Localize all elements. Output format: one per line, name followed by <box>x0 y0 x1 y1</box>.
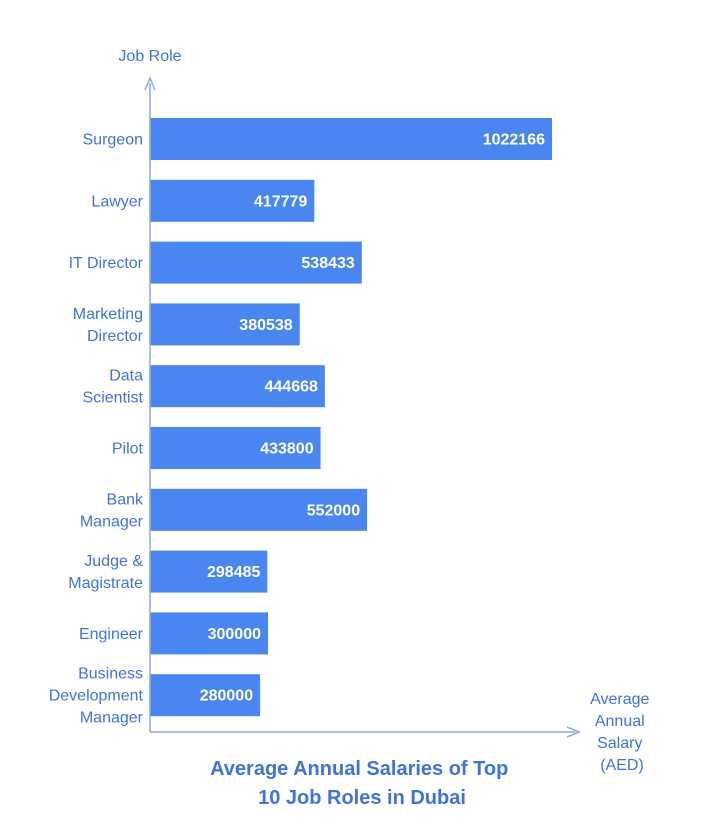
bar-value-label: 280000 <box>200 688 253 705</box>
bar-value-label: 300000 <box>208 626 261 643</box>
category-label-line: Pilot <box>112 441 144 458</box>
bar <box>150 550 268 593</box>
y-axis-label: Job Role <box>118 48 181 65</box>
bar-value-label: 433800 <box>260 441 313 458</box>
x-axis-label-line: Annual <box>595 713 645 730</box>
chart-title: Average Annual Salaries of Top 10 Job Ro… <box>210 758 514 809</box>
bar-value-label: 538433 <box>301 255 354 272</box>
category-label: Business Development Manager <box>49 666 144 727</box>
category-label-line: IT Director <box>69 255 144 272</box>
bar-value-label: 417779 <box>254 193 307 210</box>
bar <box>150 612 268 655</box>
category-label-line: Surgeon <box>83 132 144 149</box>
chart-title-line: Average Annual Salaries of Top <box>210 758 508 780</box>
bar-value-label: 1022166 <box>483 132 545 149</box>
category-label: Data Scientist <box>83 368 144 407</box>
category-label-line: Marketing <box>73 306 143 323</box>
category-label-line: Director <box>87 328 144 345</box>
category-label-line: Data <box>109 368 143 385</box>
category-label-line: Business <box>78 666 143 683</box>
category-label-line: Manager <box>80 710 144 727</box>
bar <box>150 674 261 717</box>
chart-title-line: 10 Job Roles in Dubai <box>258 787 466 809</box>
x-axis-label: Average Annual Salary (AED) <box>590 691 654 774</box>
category-labels-layer: Surgeon Lawyer IT Director Marketing Directo… <box>49 132 144 727</box>
bar <box>150 303 300 346</box>
bar-value-label: 380538 <box>239 317 292 334</box>
category-label: IT Director <box>69 255 144 272</box>
bars-layer: 1022166 417779 538433 380538 444668 433800 552… <box>150 118 552 717</box>
y-axis-arrow <box>144 76 156 91</box>
category-label: Bank Manager <box>80 491 144 530</box>
x-axis-label-line: Average <box>590 691 649 708</box>
bar <box>150 118 552 160</box>
category-label-line: Development <box>49 688 144 705</box>
bar-value-label: 444668 <box>265 379 318 396</box>
x-axis-label-line: Salary <box>597 735 642 752</box>
bar-value-label: 552000 <box>307 502 360 519</box>
category-label-line: Lawyer <box>91 193 143 210</box>
bar <box>150 241 362 284</box>
bar <box>150 179 315 222</box>
bar <box>150 365 325 408</box>
category-label-line: Manager <box>80 513 144 530</box>
bar <box>150 427 321 469</box>
category-label: Marketing Director <box>73 306 144 345</box>
x-axis-label-line: (AED) <box>600 757 644 774</box>
x-axis-arrow <box>566 726 581 738</box>
category-label: Judge & Magistrate <box>68 553 143 592</box>
bar <box>150 488 368 531</box>
category-label: Engineer <box>79 626 144 643</box>
category-label: Lawyer <box>91 193 143 210</box>
category-label-line: Scientist <box>83 390 144 407</box>
category-label-line: Judge & <box>84 553 143 570</box>
category-label-line: Magistrate <box>68 575 143 592</box>
bar-value-label: 298485 <box>207 564 260 581</box>
category-label-line: Bank <box>107 491 144 508</box>
category-label: Surgeon <box>83 132 144 149</box>
category-label: Pilot <box>112 441 144 458</box>
category-label-line: Engineer <box>79 626 144 643</box>
